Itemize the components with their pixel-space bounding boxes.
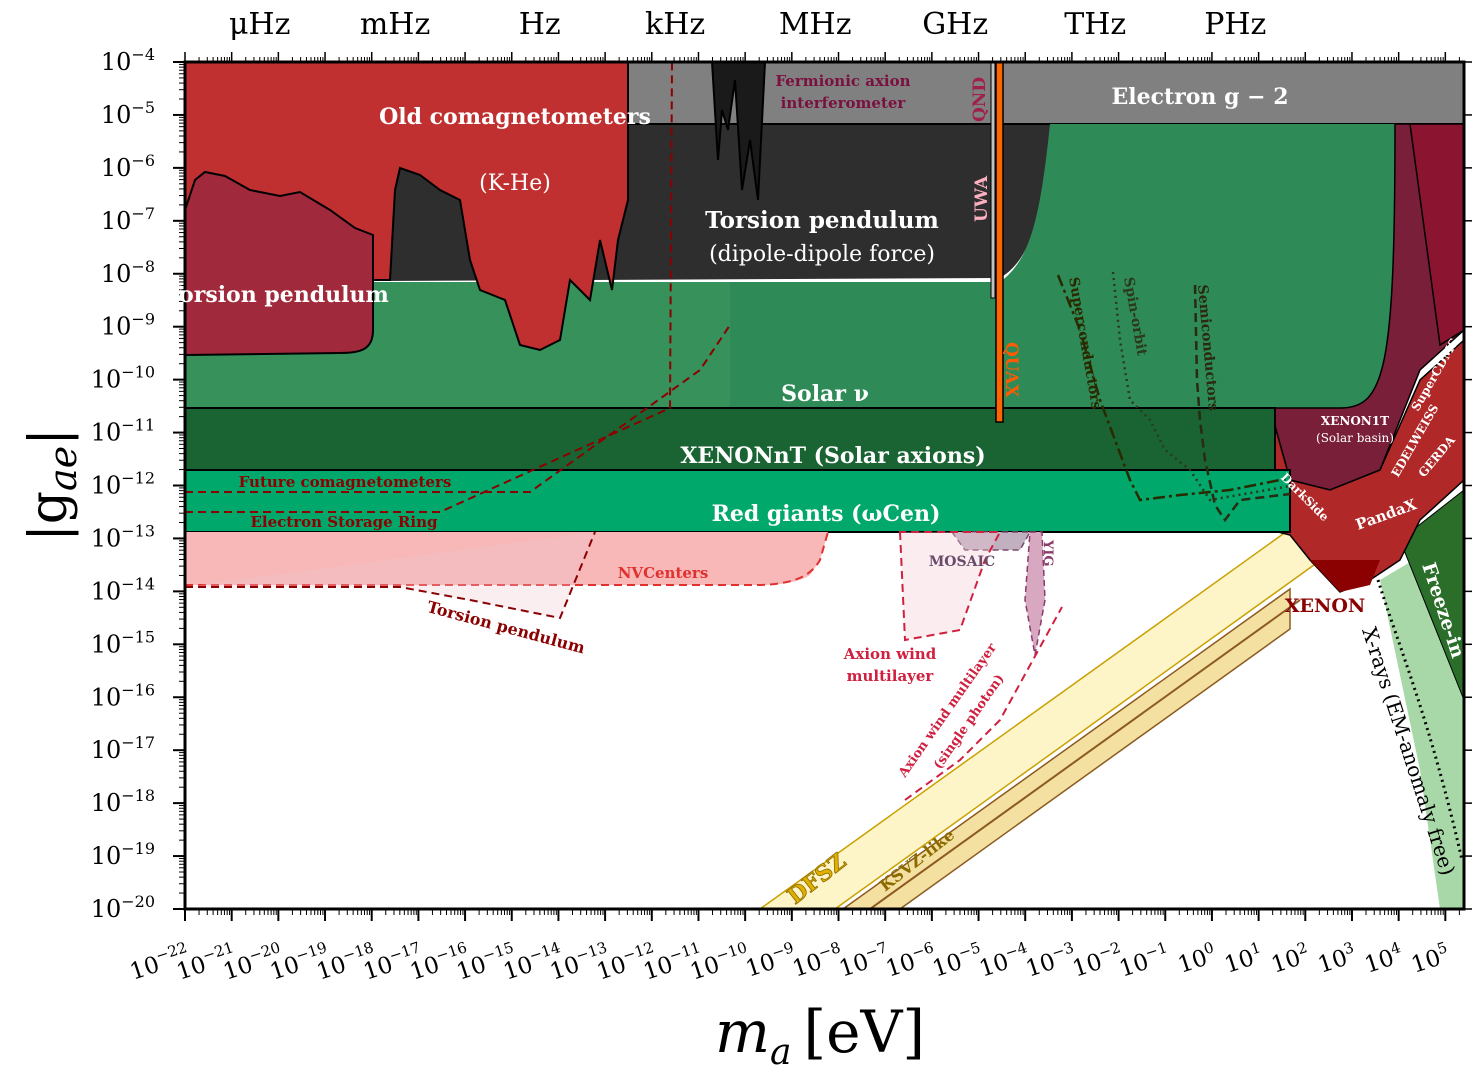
y-tick-label: 10−11 <box>91 416 155 447</box>
top-axis-frequency-label: PHz <box>1204 7 1266 42</box>
top-axis-frequency-label: kHz <box>645 7 705 42</box>
xenonnt-region <box>185 407 1276 471</box>
label-fermionic-1: Fermionic axion <box>775 72 910 90</box>
torsion-pendulum-projection <box>185 531 596 620</box>
label-electron-storage-ring: Electron Storage Ring <box>251 513 438 531</box>
top-axis-frequency-label: MHz <box>779 7 852 42</box>
top-axis-frequency-label: μHz <box>229 7 290 42</box>
label-red-giants: Red giants (ωCen) <box>712 501 941 527</box>
x-tick-label: 102 <box>1267 938 1313 979</box>
y-tick-label: 10−10 <box>91 363 155 394</box>
nvcenters-boundary <box>185 531 829 586</box>
freeze-in-region <box>1399 489 1464 701</box>
y-tick-label: 10−5 <box>101 98 155 129</box>
spin-orbit-line <box>1111 271 1291 502</box>
torsion-pendulum-region <box>185 170 374 357</box>
ksvz-band <box>841 587 1291 909</box>
red-giants-region <box>185 469 1291 533</box>
x-tick-label: 103 <box>1314 938 1360 979</box>
x-rays-boundary <box>1376 579 1464 861</box>
electron-storage-ring-line <box>185 62 673 513</box>
label-xenon1t: XENON1T <box>1321 414 1389 428</box>
superconductors-line <box>1056 274 1291 502</box>
label-future-comagnetometers: Future comagnetometers <box>239 473 452 491</box>
y-tick-label: 10−8 <box>101 257 155 288</box>
y-tick-label: 10−15 <box>91 627 155 658</box>
plot-frame <box>183 60 1466 911</box>
label-torsion-dipole-note: (dipole-dipole force) <box>709 242 935 267</box>
xenon-region <box>1269 338 1464 593</box>
label-xenon1t-note: (Solar basin) <box>1316 431 1394 445</box>
label-old-comagnetometers-note: (K-He) <box>479 171 551 196</box>
qnd-uwa-column <box>990 62 996 299</box>
fermionic-interferometer-region <box>710 62 767 201</box>
y-tick-label: 10−12 <box>91 469 155 500</box>
y-tick-label: 10−6 <box>101 151 155 182</box>
label-quax: QUAX <box>1001 342 1021 398</box>
y-tick-label: 10−20 <box>91 892 155 923</box>
xenon1t-region <box>1269 123 1464 491</box>
label-solar-nu: Solar ν <box>781 381 869 407</box>
top-axis-frequency-label: Hz <box>519 7 561 42</box>
mosaic-region <box>950 531 1032 551</box>
y-tick-label: 10−9 <box>101 310 155 341</box>
label-qnd: QND <box>970 77 990 122</box>
x-tick-label: 10−1 <box>1115 938 1173 982</box>
axion-wind-single-photon-line <box>904 606 1063 801</box>
electron-g2-region <box>627 62 1464 125</box>
label-uwa: UWA <box>972 175 992 222</box>
y-tick-label: 10−14 <box>91 574 155 605</box>
y-tick-label: 10−18 <box>91 786 155 817</box>
nvcenters-region <box>185 532 828 585</box>
y-tick-label: 10−7 <box>101 204 155 235</box>
top-axis-frequency-label: THz <box>1064 7 1126 42</box>
label-torsion-pendulum: Torsion pendulum <box>165 282 389 308</box>
quax-column <box>995 62 1004 423</box>
label-old-comagnetometers: Old comagnetometers <box>379 104 651 130</box>
yig-region <box>1024 531 1046 656</box>
label-yig: YIG <box>1040 539 1055 566</box>
x-tick-label: 101 <box>1220 938 1266 979</box>
x-tick-label: 100 <box>1174 938 1220 979</box>
axion-wind-multilayer-region <box>898 531 1002 642</box>
label-xenon: XENON <box>1285 595 1366 617</box>
semiconductors-line <box>1193 284 1291 523</box>
future-comagnetometers-line <box>185 324 731 493</box>
y-tick-label: 10−4 <box>101 45 155 76</box>
y-axis-label: |gae| <box>19 428 85 542</box>
x-axis-label: ma [eV] <box>715 998 925 1073</box>
label-axion-wind-multilayer: multilayer <box>847 667 935 685</box>
x-tick-label: 105 <box>1407 938 1453 979</box>
label-nvcenters: NVCenters <box>618 564 709 582</box>
label-torsion-dipole: Torsion pendulum <box>705 207 939 234</box>
x-tick-label: 10−13 <box>546 938 613 985</box>
x-tick-label: 104 <box>1360 938 1406 979</box>
y-tick-label: 10−19 <box>91 839 155 870</box>
label-electron-g2: Electron g − 2 <box>1111 84 1288 110</box>
label-fermionic-2: interferometer <box>781 94 907 112</box>
label-mosaic: MOSAIC <box>929 554 995 570</box>
y-tick-label: 10−16 <box>91 680 155 711</box>
y-tick-label: 10−17 <box>91 733 155 764</box>
label-xenonnt: XENONnT (Solar axions) <box>680 443 985 469</box>
y-tick-label: 10−13 <box>91 521 155 552</box>
top-axis-frequency-label: GHz <box>922 7 988 42</box>
label-axion-wind: Axion wind <box>843 645 937 663</box>
top-axis-frequency-label: mHz <box>360 7 430 42</box>
